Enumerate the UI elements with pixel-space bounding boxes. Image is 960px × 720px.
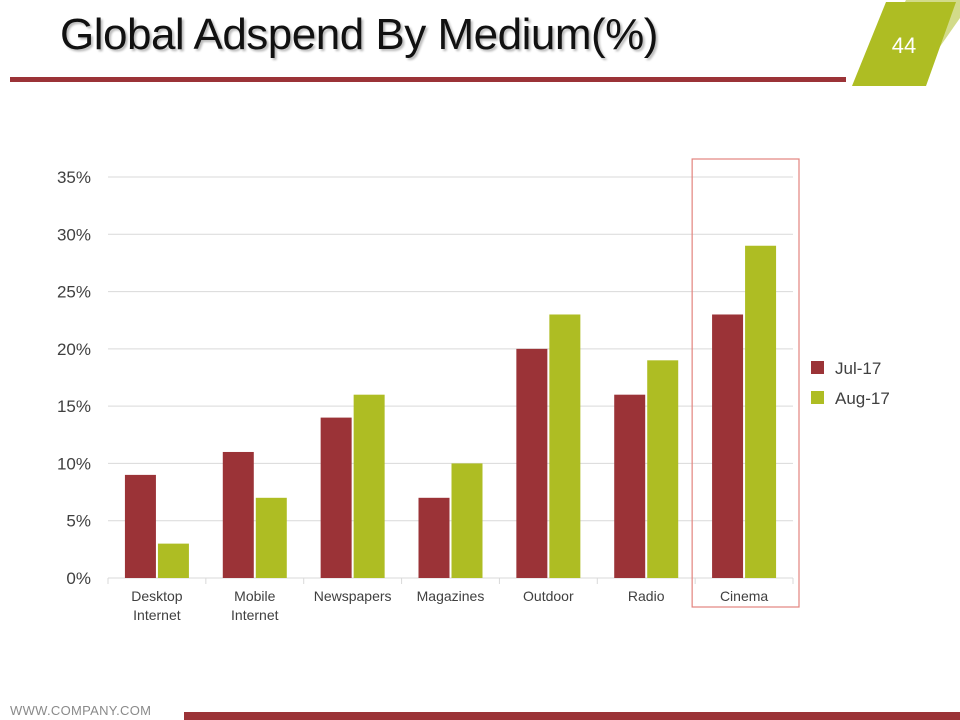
y-tick-label: 25% [57,283,91,302]
bar-jul-17-radio [614,394,646,578]
y-tick-label: 15% [57,397,91,416]
x-category-label: Newspapers [314,588,392,604]
bar-jul-17-cinema [712,314,744,578]
x-category-label: Radio [628,588,665,604]
y-tick-label: 5% [66,512,91,531]
legend-label: Jul-17 [835,359,881,378]
y-tick-label: 35% [57,168,91,187]
y-tick-label: 0% [66,569,91,588]
legend-swatch [811,361,824,374]
legend: Jul-17 Aug-17 [811,359,890,408]
slide-title: Global Adspend By Medium(%) [60,10,658,59]
bar-jul-17-newspapers [320,417,352,578]
title-underline [10,77,846,82]
x-category-label: Outdoor [523,588,574,604]
bar-jul-17-outdoor [516,348,548,578]
bar-jul-17-magazines [418,497,450,578]
y-tick-label: 10% [57,454,91,473]
x-category-label: Internet [133,607,181,623]
y-axis-ticks: 0% 5% 10% 15% 20% 25% 30% 35% [57,168,91,588]
gridlines [107,176,794,584]
bar-aug-17-mobile-internet [255,497,287,578]
x-category-label: Desktop [131,588,183,604]
category-labels: Desktop Internet Mobile Internet Newspapers M… [131,588,768,623]
x-category-label: Magazines [417,588,485,604]
y-tick-label: 30% [57,225,91,244]
x-category-label: Cinema [720,588,768,604]
legend-label: Aug-17 [835,389,890,408]
bar-aug-17-cinema [745,245,777,578]
footer-url: WWW.COMPANY.COM [10,703,152,718]
page-number-badge [852,0,960,86]
page-number: 44 [891,33,917,58]
bar-jul-17-mobile-internet [222,451,254,578]
bar-aug-17-magazines [451,463,483,578]
bar-aug-17-outdoor [549,314,581,578]
bar-aug-17-radio [647,360,679,578]
x-category-label: Mobile [234,588,275,604]
footer-bar [184,712,960,720]
x-category-label: Internet [231,607,279,623]
bar-aug-17-newspapers [353,394,385,578]
cinema-highlight-box [691,158,800,608]
bars [124,245,777,578]
y-tick-label: 20% [57,340,91,359]
legend-swatch [811,391,824,404]
bar-aug-17-desktop-internet [157,543,189,578]
badge-front-shape [852,2,956,86]
bar-jul-17-desktop-internet [124,474,156,578]
